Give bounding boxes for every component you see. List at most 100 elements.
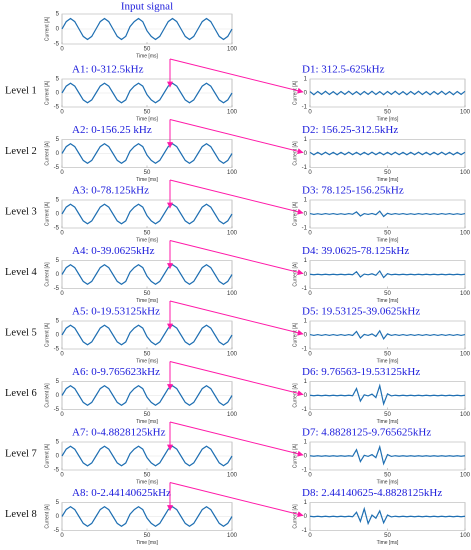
y-tick-label: -5: [54, 42, 60, 48]
x-axis-label: Time [ms]: [136, 419, 158, 425]
y-tick-label: 1: [304, 440, 308, 446]
x-axis-label: Time [ms]: [136, 479, 158, 485]
x-tick-label: 100: [460, 170, 471, 176]
y-tick-label: -1: [302, 226, 308, 232]
arrow: [169, 300, 304, 336]
x-tick-label: 50: [384, 352, 391, 358]
signal-line: [309, 506, 466, 526]
y-tick-label: 5: [56, 258, 60, 264]
arrows: [167, 58, 304, 518]
y-tick-label: 0: [56, 151, 60, 157]
x-tick-label: 50: [144, 170, 151, 176]
chart-title: D7: 4.8828125-9.765625kHz: [302, 427, 431, 439]
y-tick-label: 5: [56, 137, 60, 143]
level-label: Level 2: [5, 146, 37, 157]
chart-title: A7: 0-4.8828125kHz: [72, 427, 166, 439]
level-label: Level 6: [5, 388, 37, 399]
y-tick-label: 0: [304, 151, 308, 157]
signal-line: [61, 142, 233, 165]
x-tick-label: 0: [308, 291, 312, 297]
x-axis-label: Time [ms]: [377, 419, 399, 425]
y-tick-label: 0: [56, 454, 60, 460]
signal-line: [61, 203, 233, 225]
y-tick-label: 0: [304, 91, 308, 97]
arrow: [169, 421, 304, 457]
y-axis-label: Current [A]: [292, 201, 298, 226]
signal-line: [309, 90, 466, 96]
y-tick-label: -1: [302, 286, 308, 292]
y-tick-label: -5: [54, 528, 60, 534]
y-axis-label: Current [A]: [44, 262, 50, 287]
chart-title: A2: 0-156.25 kHz: [72, 124, 152, 136]
y-tick-label: 0: [56, 333, 60, 339]
x-tick-label: 50: [144, 352, 151, 358]
x-tick-label: 0: [60, 291, 64, 297]
arrow: [169, 240, 304, 276]
chart-title: D3: 78.125-156.25kHz: [302, 185, 404, 197]
signal-line: [61, 445, 233, 467]
x-tick-label: 50: [144, 533, 151, 539]
y-axis-label: Current [A]: [44, 201, 50, 226]
level-label: Level 8: [5, 509, 37, 520]
signal-line: [309, 151, 466, 156]
level-label: Level 7: [5, 448, 37, 459]
y-tick-label: 5: [56, 12, 60, 18]
chart-title: A3: 0-78.125kHz: [72, 185, 149, 197]
x-tick-label: 100: [460, 291, 471, 297]
x-tick-label: 0: [60, 47, 64, 53]
y-tick-label: 1: [304, 319, 308, 325]
chart-title: D1: 312.5-625kHz: [302, 64, 385, 76]
x-tick-label: 50: [384, 170, 391, 176]
chart-title: A8: 0-2.44140625kHz: [72, 487, 171, 499]
arrow: [169, 58, 304, 94]
chart-title: D5: 19.53125-39.0625kHz: [302, 306, 420, 318]
y-tick-label: -1: [302, 165, 308, 171]
x-axis-label: Time [ms]: [377, 237, 399, 243]
y-tick-label: -5: [54, 468, 60, 474]
y-tick-label: -5: [54, 105, 60, 111]
arrow: [169, 119, 304, 155]
y-axis-label: Current [A]: [292, 141, 298, 166]
x-tick-label: 100: [460, 110, 471, 116]
level-label: Level 1: [5, 85, 37, 96]
y-tick-label: -1: [302, 347, 308, 353]
x-axis-label: Time [ms]: [377, 358, 399, 364]
x-tick-label: 50: [144, 231, 151, 237]
x-tick-label: 0: [308, 473, 312, 479]
y-tick-label: 0: [56, 393, 60, 399]
x-tick-label: 0: [308, 352, 312, 358]
x-tick-label: 50: [144, 473, 151, 479]
y-tick-label: 0: [56, 212, 60, 218]
x-axis-label: Time [ms]: [136, 53, 158, 59]
x-tick-label: 100: [227, 170, 238, 176]
y-tick-label: 0: [304, 393, 308, 399]
x-tick-label: 50: [384, 412, 391, 418]
x-tick-label: 50: [144, 412, 151, 418]
y-axis-label: Current [A]: [292, 262, 298, 287]
y-axis-label: Current [A]: [44, 141, 50, 166]
signal-line: [61, 324, 233, 346]
y-tick-label: 5: [56, 379, 60, 385]
y-tick-label: -5: [54, 407, 60, 413]
x-tick-label: 0: [308, 231, 312, 237]
x-axis-label: Time [ms]: [377, 479, 399, 485]
y-tick-label: 0: [56, 514, 60, 520]
signal-line: [61, 263, 233, 286]
y-tick-label: -5: [54, 165, 60, 171]
y-tick-label: 5: [56, 198, 60, 204]
signal-line: [309, 329, 466, 341]
y-tick-label: 5: [56, 77, 60, 83]
x-tick-label: 0: [60, 473, 64, 479]
chart-title: A5: 0-19.53125kHz: [72, 306, 160, 318]
y-tick-label: -5: [54, 286, 60, 292]
y-tick-label: 0: [56, 27, 60, 33]
y-tick-label: 0: [304, 272, 308, 278]
signal-line: [309, 210, 466, 218]
y-tick-label: 1: [304, 500, 308, 506]
y-tick-label: 0: [304, 514, 308, 520]
x-tick-label: 100: [227, 473, 238, 479]
x-tick-label: 0: [60, 170, 64, 176]
x-tick-label: 0: [60, 352, 64, 358]
x-tick-label: 100: [460, 533, 471, 539]
